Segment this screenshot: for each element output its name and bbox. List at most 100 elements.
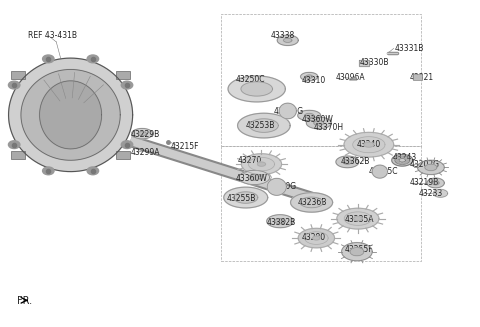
Polygon shape [350,77,357,80]
Text: 43321: 43321 [409,73,433,82]
Circle shape [9,81,20,89]
Text: 43380G: 43380G [266,182,296,191]
Text: 43255B: 43255B [227,194,256,203]
Polygon shape [248,175,261,180]
Polygon shape [372,165,387,178]
Polygon shape [241,154,281,175]
Circle shape [43,167,54,175]
Circle shape [401,163,403,164]
Text: 43310: 43310 [302,76,326,85]
Circle shape [396,160,398,161]
Polygon shape [239,170,270,184]
Polygon shape [353,137,385,153]
Polygon shape [267,215,293,228]
Circle shape [398,162,399,163]
Text: 43255F: 43255F [345,245,373,254]
Polygon shape [395,156,409,164]
Polygon shape [257,162,265,166]
Text: 43253B: 43253B [246,121,275,130]
Circle shape [87,55,98,63]
Text: 43360W: 43360W [302,115,334,124]
Polygon shape [234,192,258,203]
Polygon shape [275,219,286,224]
Circle shape [407,160,408,161]
Text: 43219B: 43219B [409,179,439,187]
Circle shape [398,158,399,159]
Polygon shape [238,113,290,138]
Text: 43370H: 43370H [314,123,344,132]
Polygon shape [342,243,372,261]
Text: 43362B: 43362B [340,157,370,166]
Text: 43280: 43280 [302,233,326,242]
Text: 43229B: 43229B [130,130,159,140]
Polygon shape [21,69,120,160]
Text: 43299A: 43299A [130,148,160,157]
Text: 43240: 43240 [357,140,381,148]
Bar [11,71,25,78]
Polygon shape [132,129,153,139]
Text: REF 43-431B: REF 43-431B [28,31,77,40]
Text: FR.: FR. [17,296,32,306]
Polygon shape [300,72,318,81]
Text: 43255C: 43255C [369,167,398,176]
Polygon shape [228,76,285,102]
Bar [11,151,25,159]
Text: 43360W: 43360W [235,174,267,183]
Polygon shape [224,187,268,208]
Text: 43270: 43270 [238,156,262,165]
Circle shape [9,141,20,148]
Text: 43243: 43243 [393,153,417,162]
Polygon shape [298,110,321,121]
Circle shape [121,81,133,89]
Polygon shape [344,212,372,225]
Text: 43253G: 43253G [274,107,303,116]
Polygon shape [306,75,312,78]
Polygon shape [279,103,296,119]
Polygon shape [344,132,394,157]
Polygon shape [314,121,324,125]
Polygon shape [343,160,352,164]
Circle shape [405,158,407,159]
Circle shape [43,55,54,63]
Polygon shape [313,236,320,240]
Polygon shape [138,131,146,136]
Polygon shape [290,193,333,212]
Circle shape [401,157,403,158]
Circle shape [121,141,133,148]
Text: 43236B: 43236B [297,198,327,207]
Bar [413,74,422,80]
Text: 43250C: 43250C [235,75,265,84]
Text: 43096A: 43096A [336,73,365,82]
Text: 43338: 43338 [271,31,295,40]
Polygon shape [364,142,374,147]
Polygon shape [432,181,439,185]
Polygon shape [298,228,335,248]
Polygon shape [300,197,323,208]
Polygon shape [427,178,444,188]
Circle shape [405,162,407,163]
Polygon shape [305,113,314,118]
Text: 43202G: 43202G [409,160,439,169]
Polygon shape [250,119,278,132]
Text: 43382B: 43382B [266,218,296,227]
Polygon shape [305,232,328,244]
Text: 43331B: 43331B [395,44,424,53]
Circle shape [87,167,98,175]
Text: 43215F: 43215F [171,142,199,151]
Polygon shape [241,82,273,96]
Bar [116,71,130,78]
Polygon shape [39,81,102,149]
Polygon shape [337,208,379,229]
Polygon shape [336,156,359,168]
Polygon shape [425,164,437,171]
Polygon shape [418,160,444,175]
Text: 43330B: 43330B [360,59,389,67]
Polygon shape [277,35,298,45]
Polygon shape [350,248,364,256]
Polygon shape [267,179,286,195]
Polygon shape [306,117,331,129]
Bar [116,151,130,159]
Polygon shape [399,159,406,162]
Polygon shape [354,216,362,221]
Text: 43233: 43233 [419,189,443,198]
